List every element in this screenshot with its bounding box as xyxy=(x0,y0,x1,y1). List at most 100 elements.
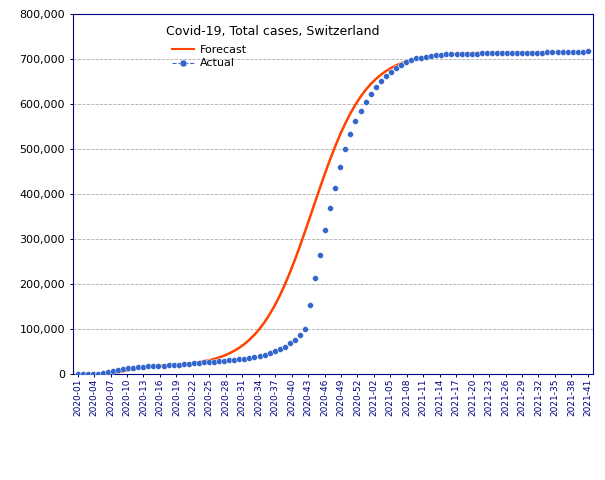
Point xyxy=(563,48,572,56)
Point xyxy=(427,52,436,60)
Point xyxy=(391,64,401,72)
Point xyxy=(356,108,365,115)
Point xyxy=(93,370,103,378)
Point xyxy=(325,204,335,212)
Point xyxy=(123,364,133,372)
Point xyxy=(532,49,542,57)
Point xyxy=(164,361,174,369)
Point xyxy=(199,359,209,366)
Point xyxy=(113,366,123,374)
Point xyxy=(336,164,345,171)
Point xyxy=(351,118,361,125)
Point xyxy=(235,355,244,363)
Point xyxy=(553,48,563,56)
Point xyxy=(507,49,517,57)
Point xyxy=(361,98,370,106)
Point xyxy=(134,363,143,371)
Legend: Forecast, Actual: Forecast, Actual xyxy=(172,45,247,69)
Point xyxy=(548,48,557,56)
Point xyxy=(538,49,548,57)
Point xyxy=(406,57,416,64)
Point xyxy=(214,357,224,365)
Point xyxy=(583,48,593,55)
Point xyxy=(381,72,391,80)
Point xyxy=(270,348,280,355)
Point xyxy=(386,68,396,76)
Point xyxy=(295,331,305,339)
Point xyxy=(568,48,578,56)
Point xyxy=(244,354,254,362)
Point xyxy=(446,50,456,58)
Point xyxy=(457,50,466,58)
Point xyxy=(416,54,426,61)
Point xyxy=(492,49,502,57)
Point xyxy=(305,301,315,309)
Point xyxy=(472,50,482,58)
Point xyxy=(184,360,194,368)
Point xyxy=(285,339,295,347)
Point xyxy=(88,370,97,378)
Point xyxy=(452,50,462,58)
Point xyxy=(401,58,411,66)
Point xyxy=(310,274,320,281)
Point xyxy=(139,363,148,371)
Point xyxy=(411,55,421,62)
Point xyxy=(320,227,330,234)
Point xyxy=(204,358,214,366)
Point xyxy=(143,362,153,370)
Point xyxy=(543,48,552,56)
Point xyxy=(376,78,385,85)
Point xyxy=(179,360,189,368)
Point xyxy=(250,353,260,361)
Text: Covid-19, Total cases, Switzerland: Covid-19, Total cases, Switzerland xyxy=(166,25,380,38)
Point xyxy=(290,336,299,344)
Point xyxy=(255,352,264,360)
Point xyxy=(558,48,567,56)
Point xyxy=(83,371,93,378)
Point xyxy=(573,48,583,56)
Point xyxy=(98,369,108,377)
Point xyxy=(477,49,486,57)
Point xyxy=(467,50,477,58)
Point xyxy=(229,356,239,364)
Point xyxy=(219,357,229,364)
Point xyxy=(275,345,284,353)
Point xyxy=(159,362,168,370)
Point xyxy=(209,358,219,365)
Point xyxy=(108,367,118,374)
Point xyxy=(240,355,249,362)
Point xyxy=(502,49,512,57)
Point xyxy=(497,49,507,57)
Point xyxy=(431,51,441,59)
Point xyxy=(154,362,163,370)
Point xyxy=(366,90,376,97)
Point xyxy=(345,130,355,137)
Point xyxy=(487,49,497,57)
Point xyxy=(169,361,178,369)
Point xyxy=(224,356,234,364)
Point xyxy=(371,84,381,91)
Point xyxy=(118,365,128,373)
Point xyxy=(341,145,350,153)
Point xyxy=(189,360,198,367)
Point xyxy=(442,50,451,58)
Point xyxy=(330,184,340,192)
Point xyxy=(421,53,431,60)
Point xyxy=(528,49,537,57)
Point xyxy=(437,51,446,59)
Point xyxy=(482,49,492,57)
Point xyxy=(280,343,290,350)
Point xyxy=(512,49,522,57)
Point xyxy=(396,61,406,69)
Point xyxy=(78,371,88,378)
Point xyxy=(265,349,275,357)
Point xyxy=(517,49,527,57)
Point xyxy=(315,252,325,259)
Point xyxy=(149,362,159,370)
Point xyxy=(462,50,471,58)
Point xyxy=(522,49,532,57)
Point xyxy=(578,48,587,56)
Point xyxy=(260,351,269,359)
Point xyxy=(103,368,113,376)
Point xyxy=(73,371,82,378)
